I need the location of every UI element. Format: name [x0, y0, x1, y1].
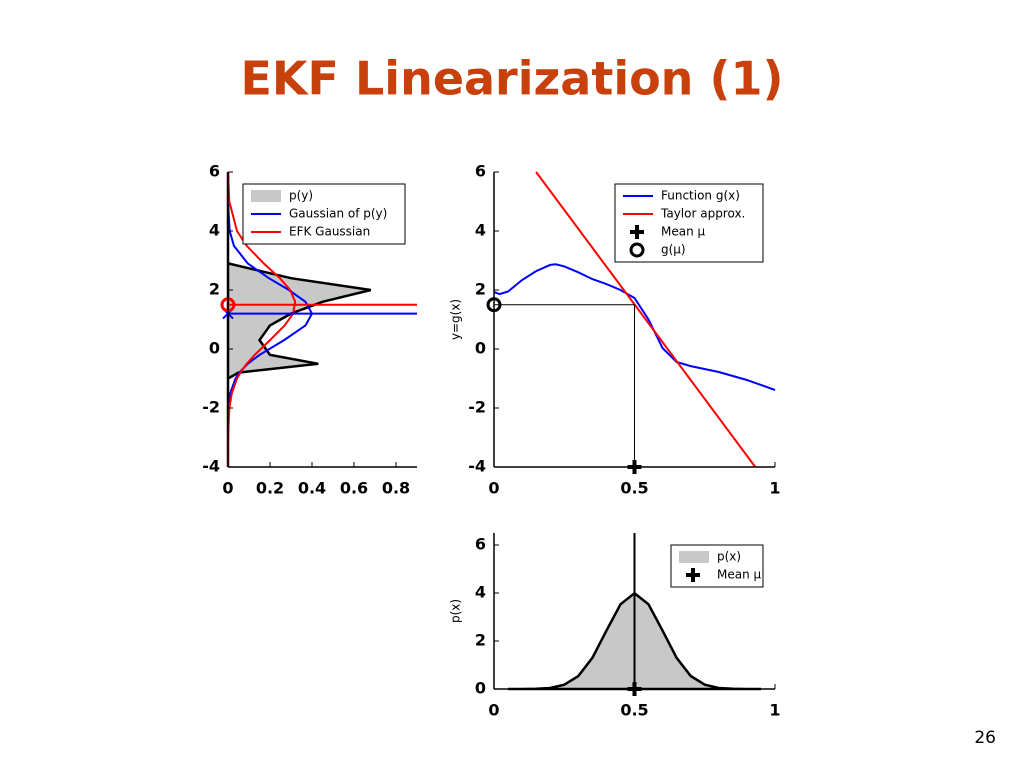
x-tick-label: 0.5 [620, 701, 648, 720]
legend-label: Mean μ [717, 568, 762, 582]
x-tick-label: 0 [488, 701, 499, 720]
y-tick-label: 0 [475, 679, 486, 698]
legend-box [670, 544, 764, 588]
series-line [227, 172, 314, 467]
legend-swatch [251, 190, 281, 202]
y-tick-label: -4 [468, 457, 486, 476]
legend-swatch [679, 551, 709, 563]
legend-label: g(μ) [661, 243, 686, 257]
y-tick-label: 6 [209, 162, 220, 181]
x-tick-label: 0.4 [298, 479, 326, 498]
series-line [493, 263, 776, 391]
x-tick-label: 0.6 [340, 479, 368, 498]
plus-marker [686, 568, 700, 582]
x-tick-label: 0.5 [620, 479, 648, 498]
y-axis-label: p(x) [449, 599, 463, 623]
y-tick-label: 0 [475, 339, 486, 358]
legend-label: Mean μ [661, 225, 706, 239]
guide-line [494, 304, 635, 467]
y-axis-label: y=g(x) [449, 299, 463, 340]
page-number: 26 [974, 728, 996, 748]
legend-label: p(y) [289, 189, 313, 203]
y-tick-label: -2 [468, 398, 486, 417]
y-tick-label: -2 [202, 398, 220, 417]
x-tick-label: 0.2 [256, 479, 284, 498]
x-tick-label: 1 [769, 701, 780, 720]
y-tick-label: 6 [475, 162, 486, 181]
series-line [535, 171, 757, 468]
y-tick-label: 6 [475, 535, 486, 554]
y-tick-label: 4 [475, 583, 486, 602]
y-tick-label: 4 [475, 221, 486, 240]
plus-marker [630, 225, 644, 239]
x-tick-label: 0 [488, 479, 499, 498]
legend-label: Taylor approx. [660, 207, 745, 221]
y-tick-label: 2 [209, 280, 220, 299]
y-tick-label: 0 [209, 339, 220, 358]
y-tick-label: -4 [202, 457, 220, 476]
series-line [227, 171, 297, 468]
y-tick-label: 2 [475, 280, 486, 299]
legend-label: EFK Gaussian [289, 225, 370, 239]
y-tick-label: 4 [209, 221, 220, 240]
circle-marker [629, 242, 645, 258]
slide-title: EKF Linearization (1) [240, 52, 783, 106]
legend-label: Gaussian of p(y) [289, 207, 387, 221]
x-tick-label: 0.8 [382, 479, 410, 498]
legend-label: p(x) [717, 550, 741, 564]
x-tick-label: 1 [769, 479, 780, 498]
legend-label: Function g(x) [661, 189, 740, 203]
x-tick-label: 0 [222, 479, 233, 498]
y-tick-label: 2 [475, 631, 486, 650]
